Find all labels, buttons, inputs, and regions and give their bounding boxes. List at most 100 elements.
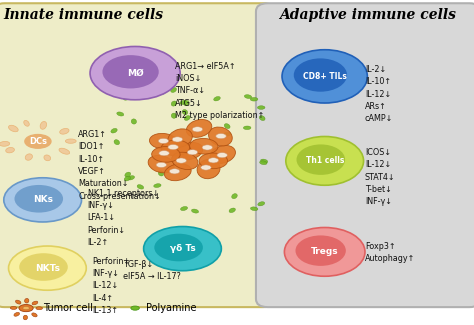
Ellipse shape [24,120,29,126]
Ellipse shape [191,209,199,213]
Text: Tumor cell: Tumor cell [43,303,93,313]
Ellipse shape [152,147,180,162]
Ellipse shape [25,135,51,148]
Ellipse shape [199,153,228,169]
Ellipse shape [9,125,18,132]
Ellipse shape [214,97,220,101]
Ellipse shape [23,315,27,320]
Ellipse shape [16,300,21,304]
Ellipse shape [160,90,166,94]
Ellipse shape [154,184,161,188]
Ellipse shape [169,169,180,174]
Ellipse shape [90,46,180,100]
Ellipse shape [164,164,191,181]
Ellipse shape [180,100,187,105]
Ellipse shape [202,145,212,150]
Ellipse shape [176,158,186,163]
Ellipse shape [210,145,236,163]
Text: Adaptive immune cells: Adaptive immune cells [279,8,456,22]
Ellipse shape [286,136,364,185]
Ellipse shape [144,227,221,271]
Text: IL-12↓: IL-12↓ [365,90,391,99]
Ellipse shape [10,306,17,309]
Ellipse shape [123,96,130,100]
Text: M2 type polarization↑: M2 type polarization↑ [175,111,265,120]
Text: Polyamine: Polyamine [146,303,196,313]
Ellipse shape [111,128,117,133]
Text: Perforin↓: Perforin↓ [88,226,126,235]
Ellipse shape [15,185,63,213]
Ellipse shape [187,150,198,155]
Text: IL-10↑: IL-10↑ [365,77,391,86]
Text: IL-12↓: IL-12↓ [365,160,391,169]
Ellipse shape [209,127,232,146]
Ellipse shape [216,134,226,139]
Text: cAMP↓: cAMP↓ [365,114,393,124]
Text: iNOS↓: iNOS↓ [175,74,202,83]
Ellipse shape [257,106,265,109]
Ellipse shape [232,194,237,199]
Ellipse shape [131,306,139,310]
Ellipse shape [261,159,268,163]
Ellipse shape [208,158,219,163]
Ellipse shape [124,176,130,181]
Text: Foxp3↑: Foxp3↑ [365,242,396,251]
Text: STAT4↓: STAT4↓ [365,173,396,182]
Ellipse shape [250,98,258,101]
Ellipse shape [284,227,365,276]
Ellipse shape [6,148,14,153]
Text: Maturation↓: Maturation↓ [78,179,129,188]
Ellipse shape [243,126,251,130]
Ellipse shape [190,138,218,154]
Ellipse shape [258,202,264,206]
Text: ARG1↑: ARG1↑ [78,130,107,139]
Ellipse shape [192,127,203,132]
Ellipse shape [171,101,177,106]
Ellipse shape [137,185,144,189]
Text: IL-13↑: IL-13↑ [92,306,118,315]
Text: IL-10↑: IL-10↑ [78,155,104,164]
Text: IL-12↓: IL-12↓ [92,281,118,291]
Ellipse shape [159,150,169,156]
Text: TNF-α↓: TNF-α↓ [175,86,206,96]
Text: Perforin↓: Perforin↓ [92,257,130,266]
Ellipse shape [217,152,228,158]
Ellipse shape [297,144,345,175]
Ellipse shape [9,246,86,290]
Ellipse shape [250,207,258,211]
Ellipse shape [59,148,70,154]
Ellipse shape [148,155,174,173]
Ellipse shape [259,116,265,121]
Text: CD8+ TILs: CD8+ TILs [303,72,346,81]
Text: Innate immune cells: Innate immune cells [3,8,163,22]
Ellipse shape [158,171,164,176]
Ellipse shape [229,208,236,213]
Ellipse shape [155,234,203,261]
Ellipse shape [184,116,190,120]
Ellipse shape [171,113,176,118]
Text: MØ: MØ [127,69,144,78]
Ellipse shape [65,139,76,143]
Ellipse shape [40,122,46,129]
Text: INF-γ↓: INF-γ↓ [92,269,119,278]
Ellipse shape [186,120,212,137]
Ellipse shape [223,133,231,136]
Ellipse shape [4,178,82,222]
Text: TGF-β↓: TGF-β↓ [123,260,154,269]
Ellipse shape [60,128,69,134]
Ellipse shape [171,87,176,92]
Ellipse shape [260,161,267,165]
Ellipse shape [131,119,137,124]
Ellipse shape [36,307,43,310]
Ellipse shape [19,253,68,281]
Ellipse shape [156,162,166,167]
Ellipse shape [161,140,190,156]
Text: IDO1↑: IDO1↑ [78,142,105,151]
Text: Th1 cells: Th1 cells [306,156,344,165]
FancyBboxPatch shape [256,3,474,307]
Text: ARG1→ eIF5A↑: ARG1→ eIF5A↑ [175,62,236,71]
Text: IL-2↑: IL-2↑ [88,238,109,247]
Text: DCs: DCs [29,137,47,146]
Text: Cross-presentation↓: Cross-presentation↓ [78,192,161,201]
Text: NKTs: NKTs [35,264,60,273]
